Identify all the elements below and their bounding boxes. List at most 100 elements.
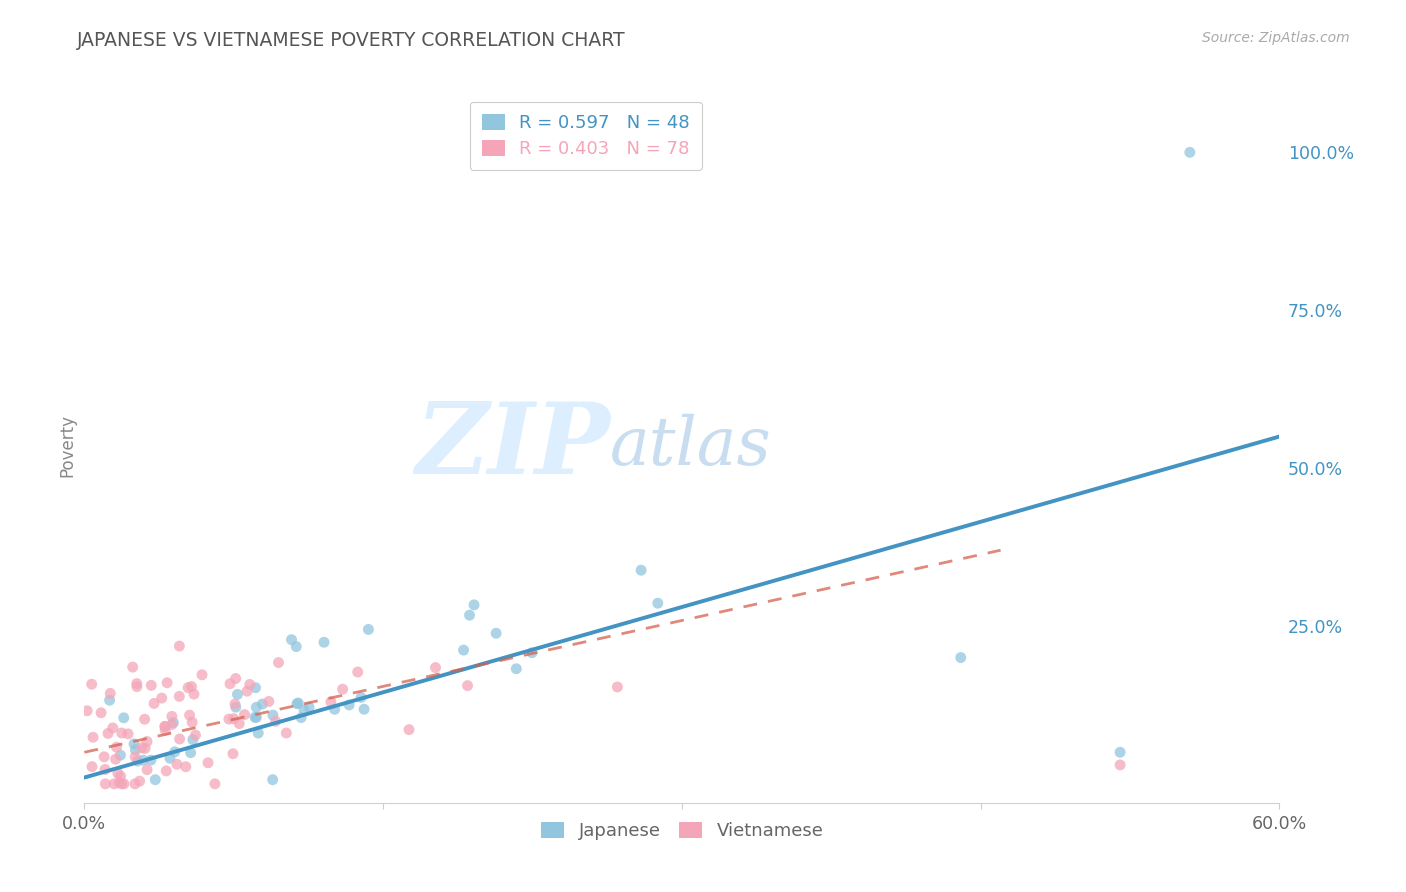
- Point: [247, 726, 270, 740]
- Point: [117, 727, 139, 741]
- Point: [257, 694, 280, 708]
- Point: [285, 697, 308, 711]
- Point: [183, 687, 205, 701]
- Point: [174, 760, 197, 774]
- Point: [323, 702, 346, 716]
- Point: [346, 665, 368, 679]
- Point: [125, 680, 148, 694]
- Point: [82, 731, 104, 745]
- Point: [101, 721, 124, 735]
- Point: [98, 686, 121, 700]
- Point: [180, 746, 202, 760]
- Text: atlas: atlas: [610, 413, 772, 479]
- Point: [222, 747, 245, 761]
- Point: [219, 676, 242, 690]
- Point: [319, 695, 342, 709]
- Point: [153, 719, 176, 733]
- Point: [949, 650, 972, 665]
- Point: [169, 690, 191, 704]
- Point: [80, 677, 103, 691]
- Point: [298, 700, 321, 714]
- Point: [153, 719, 176, 733]
- Point: [218, 712, 240, 726]
- Point: [233, 707, 256, 722]
- Point: [107, 766, 129, 780]
- Point: [262, 772, 284, 787]
- Point: [245, 710, 267, 724]
- Point: [181, 732, 204, 747]
- Point: [97, 726, 120, 740]
- Point: [93, 749, 115, 764]
- Point: [76, 704, 98, 718]
- Point: [181, 715, 204, 730]
- Point: [132, 753, 155, 767]
- Point: [184, 728, 207, 742]
- Point: [1109, 758, 1132, 772]
- Point: [179, 708, 201, 723]
- Point: [150, 691, 173, 706]
- Point: [134, 741, 156, 756]
- Point: [80, 759, 103, 773]
- Point: [236, 684, 259, 698]
- Point: [156, 675, 179, 690]
- Point: [110, 748, 132, 763]
- Point: [647, 596, 669, 610]
- Point: [121, 660, 143, 674]
- Point: [197, 756, 219, 770]
- Point: [103, 777, 125, 791]
- Point: [131, 740, 153, 755]
- Point: [134, 712, 156, 726]
- Point: [141, 678, 163, 692]
- Point: [110, 777, 132, 791]
- Point: [350, 690, 373, 705]
- Text: Source: ZipAtlas.com: Source: ZipAtlas.com: [1202, 31, 1350, 45]
- Point: [280, 632, 302, 647]
- Legend: Japanese, Vietnamese: Japanese, Vietnamese: [533, 814, 831, 847]
- Point: [94, 763, 117, 777]
- Point: [122, 737, 145, 751]
- Point: [292, 703, 315, 717]
- Point: [228, 716, 250, 731]
- Point: [425, 660, 447, 674]
- Point: [463, 598, 485, 612]
- Point: [312, 635, 335, 649]
- Point: [94, 777, 117, 791]
- Point: [110, 769, 132, 783]
- Point: [159, 751, 181, 765]
- Point: [224, 697, 246, 711]
- Point: [204, 777, 226, 791]
- Point: [287, 696, 309, 710]
- Point: [262, 708, 284, 723]
- Point: [1109, 745, 1132, 759]
- Point: [239, 677, 262, 691]
- Point: [290, 710, 312, 724]
- Point: [222, 712, 245, 726]
- Point: [124, 777, 146, 791]
- Point: [245, 681, 267, 695]
- Point: [108, 775, 131, 789]
- Text: JAPANESE VS VIETNAMESE POVERTY CORRELATION CHART: JAPANESE VS VIETNAMESE POVERTY CORRELATI…: [77, 31, 626, 50]
- Point: [166, 757, 188, 772]
- Point: [139, 753, 162, 767]
- Point: [332, 682, 354, 697]
- Point: [457, 679, 479, 693]
- Point: [127, 754, 149, 768]
- Point: [124, 750, 146, 764]
- Point: [225, 700, 247, 714]
- Point: [264, 714, 287, 729]
- Point: [243, 710, 266, 724]
- Point: [177, 681, 200, 695]
- Point: [153, 723, 176, 738]
- Point: [1178, 145, 1201, 160]
- Point: [136, 734, 159, 748]
- Point: [245, 700, 267, 714]
- Point: [125, 676, 148, 690]
- Point: [90, 706, 112, 720]
- Point: [162, 715, 184, 730]
- Point: [169, 639, 191, 653]
- Point: [505, 662, 527, 676]
- Point: [276, 726, 298, 740]
- Point: [337, 698, 360, 712]
- Point: [98, 693, 121, 707]
- Point: [111, 726, 134, 740]
